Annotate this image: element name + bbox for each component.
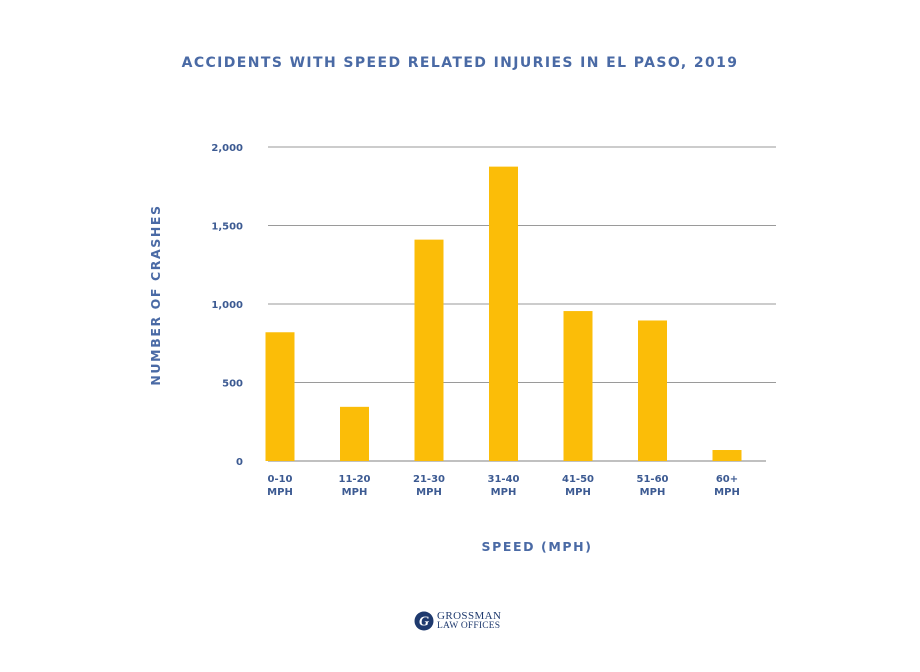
grossman-law-offices-logo: G GROSSMAN LAW OFFICES bbox=[414, 609, 501, 633]
bar bbox=[340, 406, 369, 461]
logo-line-2: LAW OFFICES bbox=[437, 621, 501, 631]
logo-text: GROSSMAN LAW OFFICES bbox=[437, 610, 502, 632]
y-tick-label: 1,000 bbox=[211, 300, 243, 311]
x-tick-label: 11-20 MPH bbox=[339, 474, 371, 498]
bar bbox=[563, 311, 593, 461]
y-tick-label: 2,000 bbox=[211, 143, 243, 154]
y-tick-label: 0 bbox=[236, 457, 243, 468]
bar bbox=[489, 166, 518, 461]
bar bbox=[414, 239, 444, 461]
x-axis-title: SPEED (MPH) bbox=[481, 539, 592, 554]
bars bbox=[265, 166, 742, 461]
x-tick-label: 21-30 MPH bbox=[413, 474, 445, 498]
bar bbox=[712, 450, 742, 461]
bar bbox=[265, 332, 295, 461]
x-tick-label: 41-50 MPH bbox=[562, 474, 594, 498]
logo-g-icon: G bbox=[414, 611, 434, 631]
logo-line-1: GROSSMAN bbox=[437, 610, 502, 622]
y-tick-label: 1,500 bbox=[211, 222, 243, 233]
x-tick-label: 31-40 MPH bbox=[488, 474, 520, 498]
y-axis-title: NUMBER OF CRASHES bbox=[148, 204, 163, 385]
x-tick-labels: 0-10 MPH 11-20 MPH 21-30 MPH 31-40 MPH 41-50 MPH 5… bbox=[267, 474, 740, 498]
x-tick-label: 51-60 MPH bbox=[637, 474, 669, 498]
x-tick-label: 60+ MPH bbox=[714, 474, 740, 498]
logo-mark-letter: G bbox=[419, 615, 429, 630]
chart-title: ACCIDENTS WITH SPEED RELATED INJURIES IN… bbox=[181, 55, 739, 71]
bar bbox=[638, 320, 667, 461]
x-tick-label: 0-10 MPH bbox=[267, 474, 293, 498]
y-tick-label: 500 bbox=[222, 379, 243, 390]
y-tick-labels: 0 500 1,000 1,500 2,000 bbox=[211, 143, 243, 468]
